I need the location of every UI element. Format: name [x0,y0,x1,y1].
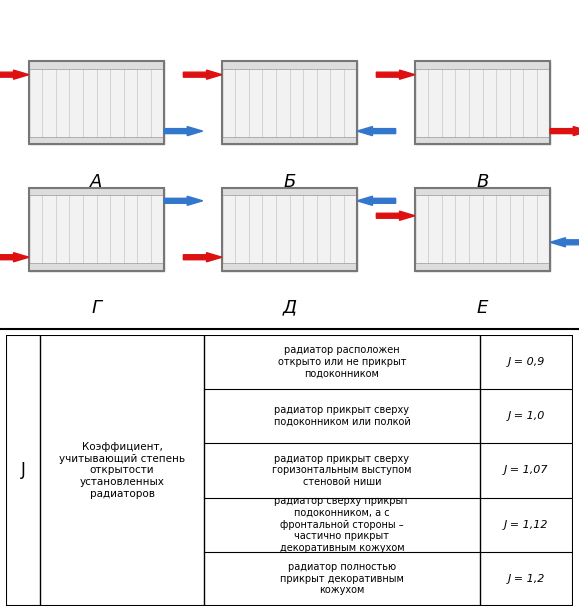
Text: радиатор прикрыт сверху
горизонтальным выступом
стеновой ниши: радиатор прикрыт сверху горизонтальным в… [272,454,412,487]
Text: Б: Б [283,172,296,191]
Bar [222,62,357,144]
Text: радиатор сверху прикрыт
подоконником, а с
фронтальной стороны –
частично прикрыт: радиатор сверху прикрыт подоконником, а … [274,496,409,553]
Text: радиатор полностью
прикрыт декоративным
кожухом: радиатор полностью прикрыт декоративным … [280,562,404,596]
Bar [222,62,357,69]
Text: радиатор расположен
открыто или не прикрыт
подоконником: радиатор расположен открыто или не прикр… [278,345,406,379]
Bar [29,62,164,144]
FancyArrow shape [0,70,29,79]
Bar [29,188,164,195]
Bar [29,188,164,270]
Bar [415,62,550,144]
Text: А: А [90,172,102,191]
Bar [415,62,550,144]
Text: Г: Г [91,299,101,317]
Bar [222,188,357,270]
FancyArrow shape [184,70,222,79]
FancyArrow shape [550,127,579,136]
FancyArrow shape [357,127,395,136]
Bar [222,188,357,270]
FancyArrow shape [0,253,29,262]
FancyArrow shape [357,196,395,205]
Bar [29,188,164,270]
Text: В: В [477,172,489,191]
Bar [415,188,550,270]
Bar [415,62,550,69]
FancyArrow shape [164,127,203,136]
Text: Е: Е [477,299,488,317]
Bar [29,263,164,270]
Text: радиатор прикрыт сверху
подоконником или полкой: радиатор прикрыт сверху подоконником или… [274,406,411,427]
Bar [415,188,550,270]
Text: J = 1,2: J = 1,2 [508,574,545,584]
Text: Коэффициент,
учитывающий степень
открытости
установленных
радиаторов: Коэффициент, учитывающий степень открыто… [59,442,185,499]
Bar [415,263,550,270]
Text: J: J [20,462,25,479]
Text: J = 0,9: J = 0,9 [508,357,545,367]
Text: J = 1,07: J = 1,07 [504,465,549,476]
Text: J = 1,0: J = 1,0 [508,411,545,421]
Bar [222,263,357,270]
Bar [29,137,164,144]
Bar [222,62,357,144]
Bar [222,137,357,144]
FancyArrow shape [550,238,579,247]
Text: J = 1,12: J = 1,12 [504,519,549,530]
Bar [29,62,164,69]
Bar [415,188,550,195]
FancyArrow shape [376,211,415,220]
Bar [29,62,164,144]
FancyArrow shape [184,253,222,262]
Bar [415,137,550,144]
FancyArrow shape [164,196,203,205]
FancyArrow shape [376,70,415,79]
Bar [222,188,357,195]
Text: Д: Д [283,299,296,317]
